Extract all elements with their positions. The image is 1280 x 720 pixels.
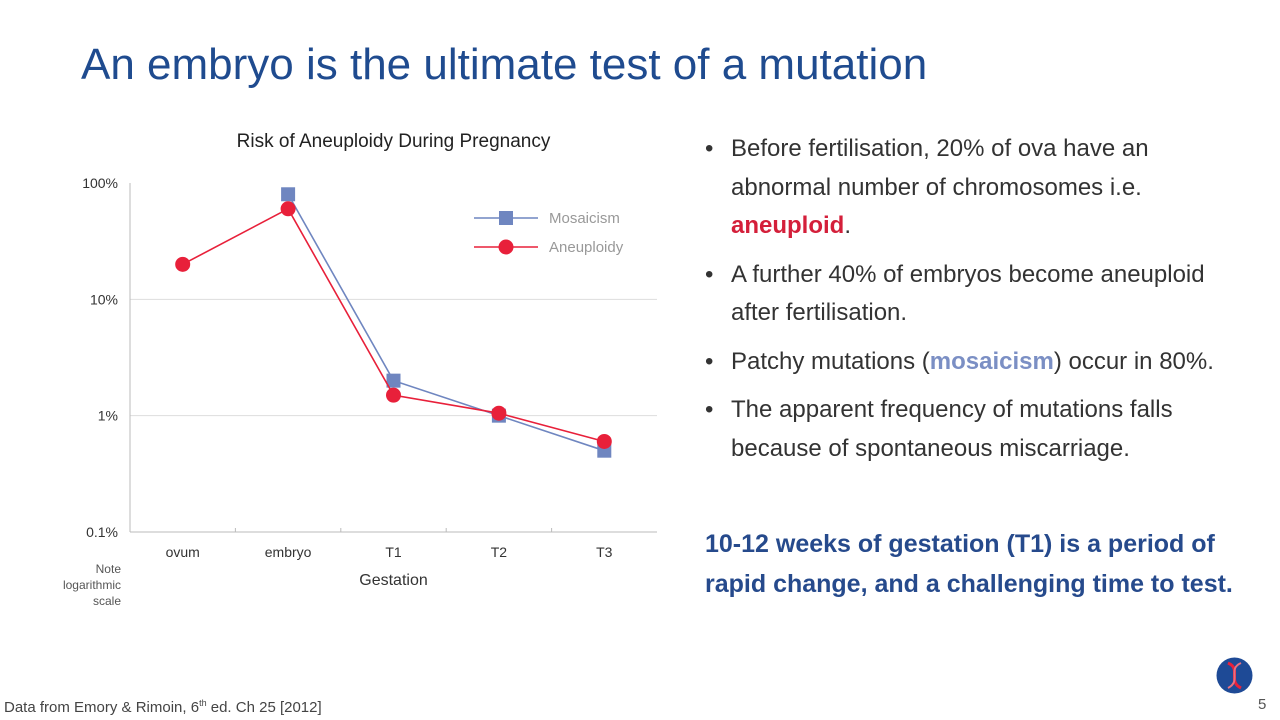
- series-line-mosaicism: [287, 193, 605, 452]
- page-number: 5: [1258, 696, 1267, 713]
- bullet-item: The apparent frequency of mutations fall…: [705, 391, 1235, 468]
- y-tick-label: 10%: [90, 291, 118, 307]
- bullet-item: Patchy mutations (mosaicism) occur in 80…: [705, 343, 1235, 382]
- data-point-aneuploidy: [280, 201, 296, 217]
- log-scale-note: Note logarithmic scale: [62, 562, 121, 608]
- data-point-aneuploidy: [175, 256, 191, 272]
- slide-title: An embryo is the ultimate test of a muta…: [81, 40, 928, 89]
- x-tick-label: embryo: [265, 544, 312, 560]
- legend-marker: [499, 211, 513, 225]
- data-point-mosaicism: [281, 187, 296, 202]
- data-point-aneuploidy: [491, 405, 507, 421]
- bullet-item: A further 40% of embryos become aneuploi…: [705, 256, 1235, 333]
- legend-label: Aneuploidy: [549, 239, 624, 256]
- y-tick-label: 0.1%: [86, 524, 118, 540]
- dna-logo-icon: [1216, 657, 1253, 694]
- bullet-list: Before fertilisation, 20% of ova have an…: [705, 130, 1235, 478]
- x-tick-label: ovum: [166, 544, 200, 560]
- x-axis-label: Gestation: [359, 572, 428, 589]
- legend-marker: [498, 239, 514, 255]
- x-tick-label: T1: [385, 544, 402, 560]
- bullet-item: Before fertilisation, 20% of ova have an…: [705, 130, 1235, 246]
- source-citation: Data from Emory & Rimoin, 6th ed. Ch 25 …: [4, 698, 322, 716]
- x-tick-label: T3: [596, 544, 613, 560]
- series-line-aneuploidy: [182, 207, 605, 443]
- data-point-aneuploidy: [386, 387, 401, 403]
- y-tick-label: 100%: [82, 175, 118, 191]
- chart-title: Risk of Aneuploidy During Pregnancy: [236, 131, 551, 152]
- data-point-mosaicism: [386, 373, 401, 388]
- legend-label: Mosaicism: [549, 210, 620, 227]
- data-point-aneuploidy: [596, 433, 612, 449]
- conclusion-text: 10-12 weeks of gestation (T1) is a perio…: [705, 530, 1233, 598]
- y-tick-label: 1%: [98, 408, 118, 424]
- x-tick-label: T2: [491, 544, 508, 560]
